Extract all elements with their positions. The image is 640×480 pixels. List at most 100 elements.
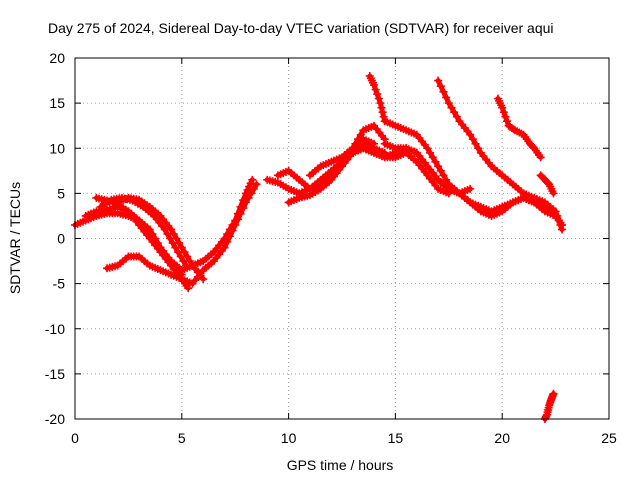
y-tick-label: -10: [45, 321, 65, 337]
y-tick-label: 0: [57, 231, 65, 247]
data-point-marker: [231, 216, 240, 225]
series-arc-13: [348, 144, 560, 220]
data-point-marker: [444, 99, 453, 108]
x-axis-label: GPS time / hours: [287, 457, 394, 473]
data-point-marker: [434, 162, 443, 171]
data-point-marker: [423, 144, 432, 153]
data-point-marker: [373, 90, 382, 99]
x-tick-label: 15: [388, 430, 404, 446]
y-tick-label: -15: [45, 366, 65, 382]
x-tick-label: 0: [71, 430, 79, 446]
series-arc-6: [103, 252, 176, 279]
data-point-marker: [249, 184, 258, 193]
series-arc-18: [493, 94, 545, 162]
data-point-marker: [169, 229, 178, 238]
data-point-marker: [428, 153, 437, 162]
data-point-marker: [370, 139, 379, 148]
data-point-marker: [378, 108, 387, 117]
series-arc-8: [177, 175, 257, 275]
data-point-marker: [236, 202, 245, 211]
data-point-marker: [442, 175, 451, 184]
series-arc-20: [540, 389, 558, 423]
y-tick-label: -20: [45, 411, 65, 427]
data-point-marker: [434, 76, 443, 85]
data-point-marker: [239, 196, 248, 205]
data-point-marker: [439, 87, 448, 96]
series-arc-19: [536, 171, 558, 198]
data-point-marker: [501, 112, 510, 121]
plot-area: [71, 72, 567, 423]
series-arc-3: [92, 193, 186, 279]
series-arc-16: [365, 72, 567, 229]
data-point-marker: [370, 81, 379, 90]
data-point-marker: [220, 243, 229, 252]
data-point-marker: [549, 189, 558, 198]
data-point-marker: [444, 189, 453, 198]
data-point-marker: [553, 211, 562, 220]
data-point-marker: [447, 103, 456, 112]
data-point-marker: [499, 108, 508, 117]
data-point-marker: [431, 157, 440, 166]
data-point-marker: [184, 284, 193, 293]
data-point-marker: [549, 389, 558, 398]
x-tick-label: 25: [601, 430, 617, 446]
x-tick-label: 20: [494, 430, 510, 446]
data-point-marker: [436, 82, 445, 91]
data-point-marker: [450, 108, 459, 117]
data-point-marker: [252, 180, 261, 189]
grid: [75, 58, 609, 419]
data-point-marker: [233, 209, 242, 218]
data-point-marker: [351, 139, 360, 148]
data-point-marker: [554, 216, 563, 225]
y-tick-label: 10: [49, 140, 65, 156]
y-tick-label: -5: [53, 276, 66, 292]
series-arc-17: [434, 76, 567, 234]
data-point-marker: [248, 175, 257, 184]
data-point-marker: [167, 225, 176, 234]
data-point-marker: [466, 184, 475, 193]
data-point-marker: [439, 171, 448, 180]
x-tick-label: 10: [281, 430, 297, 446]
data-point-marker: [503, 117, 512, 126]
series-arc-12: [305, 121, 389, 180]
data-point-marker: [468, 135, 477, 144]
data-point-marker: [471, 139, 480, 148]
data-point-marker: [452, 112, 461, 121]
data-point-marker: [183, 252, 192, 261]
data-point-marker: [225, 225, 234, 234]
data-point-marker: [220, 234, 229, 243]
data-point-marker: [371, 85, 380, 94]
y-axis-label: SDTVAR / TECUs: [7, 182, 23, 294]
data-point-marker: [558, 225, 567, 234]
y-tick-label: 15: [49, 95, 65, 111]
data-point-marker: [354, 135, 363, 144]
data-point-marker: [442, 93, 451, 102]
data-point-marker: [199, 275, 208, 284]
data-point-marker: [556, 220, 565, 229]
chart-title: Day 275 of 2024, Sidereal Day-to-day VTE…: [48, 20, 554, 36]
data-point-marker: [377, 103, 386, 112]
data-point-marker: [498, 103, 507, 112]
data-point-marker: [180, 248, 189, 257]
data-point-marker: [356, 130, 365, 139]
x-tick-label: 5: [178, 430, 186, 446]
data-point-marker: [376, 99, 385, 108]
data-point-marker: [551, 207, 560, 216]
data-point-marker: [436, 166, 445, 175]
y-tick-label: 20: [49, 50, 65, 66]
y-tick-label: 5: [57, 185, 65, 201]
data-point-marker: [474, 144, 483, 153]
data-point-marker: [228, 220, 237, 229]
series-arc-15: [391, 148, 453, 198]
data-point-marker: [175, 239, 184, 248]
data-point-marker: [379, 112, 388, 121]
data-point-marker: [426, 148, 435, 157]
data-point-marker: [172, 234, 181, 243]
axes: 0 5 10 15 20 25 -20 -15 -10 -5 0 5 10 15 20: [45, 50, 617, 446]
data-point-marker: [223, 229, 232, 238]
data-point-marker: [466, 130, 475, 139]
data-point-marker: [177, 243, 186, 252]
series-line: [350, 145, 559, 219]
data-point-marker: [374, 94, 383, 103]
